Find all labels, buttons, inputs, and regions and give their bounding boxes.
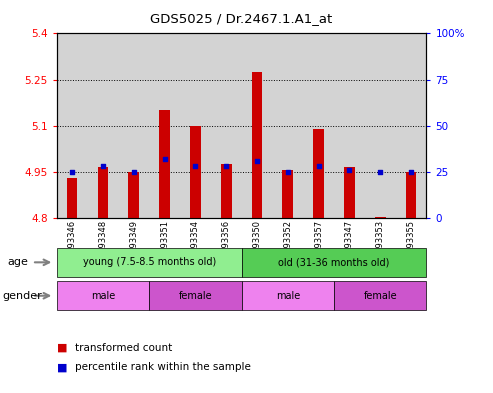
Bar — [406, 172, 417, 218]
Bar — [57, 33, 88, 218]
Text: female: female — [178, 291, 212, 301]
Text: old (31-36 months old): old (31-36 months old) — [279, 257, 389, 267]
Bar — [303, 33, 334, 218]
Text: GDS5025 / Dr.2467.1.A1_at: GDS5025 / Dr.2467.1.A1_at — [150, 12, 333, 25]
Bar — [118, 33, 149, 218]
Bar — [211, 33, 242, 218]
Text: male: male — [276, 291, 300, 301]
Bar — [313, 129, 324, 218]
Bar — [395, 33, 426, 218]
Bar — [149, 33, 180, 218]
Text: transformed count: transformed count — [75, 343, 173, 353]
Point — [376, 169, 384, 175]
Point — [130, 169, 138, 175]
Bar — [375, 217, 386, 218]
Text: percentile rank within the sample: percentile rank within the sample — [75, 362, 251, 373]
Point — [315, 163, 322, 169]
Bar — [272, 33, 303, 218]
Bar — [282, 171, 293, 218]
Text: age: age — [7, 257, 28, 267]
Point — [284, 169, 292, 175]
Point — [191, 163, 199, 169]
Text: ■: ■ — [57, 343, 67, 353]
Text: male: male — [91, 291, 115, 301]
Point — [407, 169, 415, 175]
Text: female: female — [363, 291, 397, 301]
Bar — [365, 33, 395, 218]
Point — [253, 158, 261, 164]
Bar — [221, 164, 232, 218]
Bar — [88, 33, 118, 218]
Bar — [159, 110, 170, 218]
Point — [161, 156, 169, 162]
Bar — [242, 33, 272, 218]
Text: young (7.5-8.5 months old): young (7.5-8.5 months old) — [82, 257, 216, 267]
Bar — [128, 172, 139, 218]
Bar — [190, 126, 201, 218]
Bar — [67, 178, 77, 218]
Point — [99, 163, 107, 169]
Bar — [344, 167, 355, 218]
Point — [68, 169, 76, 175]
Text: gender: gender — [2, 291, 42, 301]
Bar — [180, 33, 211, 218]
Bar — [98, 167, 108, 218]
Point — [346, 167, 353, 173]
Bar — [251, 72, 262, 218]
Point — [222, 163, 230, 169]
Bar — [334, 33, 365, 218]
Text: ■: ■ — [57, 362, 67, 373]
